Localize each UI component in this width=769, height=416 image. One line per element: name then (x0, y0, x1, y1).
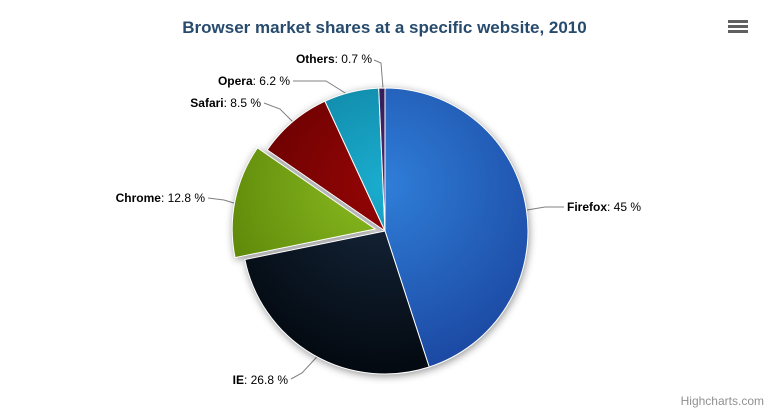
pie-slice-ie[interactable] (244, 230, 430, 375)
label-connector-opera (293, 80, 351, 97)
pie-slice-label-chrome: Chrome: 12.8 % (115, 191, 205, 205)
pie-slice-label-opera: Opera: 6.2 % (217, 74, 290, 88)
pie-slice-label-others: Others: 0.7 % (295, 52, 372, 66)
chart-title: Browser market shares at a specific webs… (182, 18, 587, 37)
pie-slice-label-ie: IE: 26.8 % (232, 373, 288, 387)
pie-slice-label-safari: Safari: 8.5 % (190, 96, 261, 110)
label-connector-firefox (526, 206, 564, 211)
pie-slice-label-firefox: Firefox: 45 % (567, 200, 642, 214)
hamburger-menu-icon (727, 19, 749, 33)
label-connector-others (373, 59, 384, 89)
pie-slice-chrome[interactable] (231, 147, 376, 259)
label-connector-chrome (207, 197, 238, 205)
highcharts-credits-link[interactable]: Highcharts.com (680, 394, 764, 408)
label-connector-safari (263, 102, 294, 123)
pie-slice-firefox[interactable] (384, 87, 529, 368)
pie-slice-others[interactable] (378, 87, 386, 232)
context-menu-button[interactable] (726, 17, 750, 37)
